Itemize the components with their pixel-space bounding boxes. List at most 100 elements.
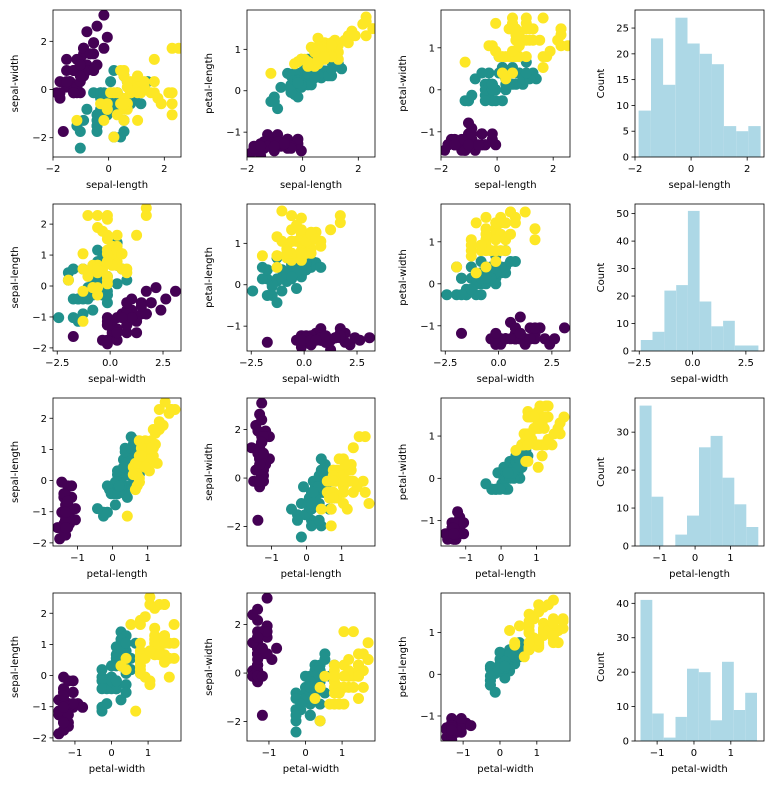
scatter-point-setosa bbox=[456, 327, 467, 339]
y-axis-label: petal-width bbox=[398, 249, 409, 306]
subplot-4-2: −1 0 1 −2 0 2 petal-width sepal-width bbox=[204, 592, 376, 775]
axes-frame bbox=[634, 9, 765, 158]
scatter-point-virginica bbox=[92, 222, 104, 233]
scatter-point-virginica bbox=[337, 486, 349, 498]
scatter-point-virginica bbox=[108, 131, 120, 143]
y-tick-label: −2 bbox=[32, 343, 47, 354]
y-tick-label: 0 bbox=[429, 670, 435, 681]
scatter-point-setosa bbox=[261, 593, 273, 604]
scatter-point-setosa bbox=[111, 327, 123, 339]
scatter-point-versicolor bbox=[92, 503, 103, 515]
histogram-bar bbox=[723, 126, 737, 157]
scatter-point-virginica bbox=[299, 53, 311, 65]
y-tick-label: 2 bbox=[41, 414, 47, 425]
scatter-point-virginica bbox=[465, 239, 477, 251]
scatter-point-virginica bbox=[347, 486, 359, 498]
scatter-point-virginica bbox=[309, 693, 321, 704]
histogram-bar bbox=[640, 340, 653, 351]
scatter-point-setosa bbox=[66, 480, 78, 492]
y-tick-label: 0 bbox=[429, 474, 435, 485]
y-axis-label: sepal-length bbox=[10, 246, 21, 308]
scatter-point-virginica bbox=[547, 630, 559, 641]
scatter-point-setosa bbox=[74, 59, 86, 71]
scatter-point-versicolor bbox=[290, 726, 302, 738]
scatter-point-virginica bbox=[522, 455, 534, 467]
scatter-point-virginica bbox=[542, 400, 554, 412]
scatter-point-virginica bbox=[134, 667, 146, 679]
scatter-point-virginica bbox=[343, 654, 355, 665]
scatter-point-versicolor bbox=[292, 514, 303, 526]
scatter-point-setosa bbox=[465, 720, 477, 732]
scatter-point-versicolor bbox=[261, 264, 273, 276]
scatter-point-virginica bbox=[319, 670, 331, 682]
scatter-point-virginica bbox=[557, 613, 569, 625]
scatter-point-setosa bbox=[295, 334, 307, 346]
scatter-point-virginica bbox=[77, 248, 89, 260]
scatter-point-virginica bbox=[125, 619, 137, 630]
y-tick-label: 1 bbox=[429, 432, 435, 443]
scatter-point-setosa bbox=[74, 70, 86, 82]
scatter-point-virginica bbox=[480, 223, 492, 235]
scatter-point-setosa bbox=[170, 285, 181, 297]
subplot-2-1: −2.5 0.0 2.5 −2 −1 0 1 2 sepal-width sepal-length bbox=[10, 203, 182, 385]
scatter-point-virginica bbox=[121, 510, 133, 522]
axes-frame bbox=[52, 9, 182, 158]
scatter-point-virginica bbox=[168, 637, 180, 649]
scatter-point-virginica bbox=[286, 210, 298, 222]
scatter-point-setosa bbox=[60, 522, 72, 534]
y-tick-label: 0 bbox=[235, 669, 241, 680]
scatter-point-versicolor bbox=[120, 637, 132, 649]
scatter-point-virginica bbox=[562, 40, 570, 52]
plot-area bbox=[441, 400, 570, 545]
scatter-point-virginica bbox=[327, 475, 339, 487]
x-tick-label: 0.0 bbox=[296, 358, 312, 369]
scatter-point-versicolor bbox=[118, 461, 129, 473]
scatter-point-virginica bbox=[505, 228, 516, 240]
scatter-point-virginica bbox=[271, 261, 283, 273]
x-axis-label: petal-length bbox=[669, 569, 730, 580]
y-tick-label: 0 bbox=[429, 85, 435, 96]
scatter-point-virginica bbox=[490, 256, 502, 267]
scatter-point-setosa bbox=[57, 126, 69, 137]
y-axis-label: Count bbox=[596, 263, 607, 293]
histogram-bar bbox=[699, 301, 712, 351]
x-tick-label: −2 bbox=[46, 164, 61, 175]
y-tick-label: 0 bbox=[235, 86, 241, 97]
y-tick-label: −1 bbox=[32, 702, 47, 713]
scatter-point-virginica bbox=[353, 659, 364, 671]
histogram-bar bbox=[687, 210, 700, 351]
x-tick-label: −2.5 bbox=[45, 358, 69, 369]
scatter-point-setosa bbox=[160, 293, 172, 305]
y-tick-label: 1 bbox=[429, 628, 435, 639]
scatter-point-versicolor bbox=[101, 698, 113, 710]
scatter-point-virginica bbox=[520, 12, 532, 24]
histogram-bar bbox=[723, 320, 735, 351]
scatter-point-virginica bbox=[480, 211, 492, 223]
scatter-point-virginica bbox=[295, 247, 307, 259]
scatter-point-virginica bbox=[503, 23, 515, 35]
y-axis-label: sepal-width bbox=[204, 443, 215, 501]
scatter-point-setosa bbox=[135, 300, 147, 312]
y-tick-label: 2 bbox=[41, 609, 47, 620]
scatter-point-versicolor bbox=[272, 103, 284, 115]
scatter-point-setosa bbox=[84, 48, 96, 60]
x-tick-label: 0 bbox=[688, 164, 694, 175]
scatter-point-setosa bbox=[88, 37, 100, 49]
x-tick-label: −1 bbox=[650, 748, 665, 759]
scatter-point-setosa bbox=[155, 304, 167, 316]
scatter-point-setosa bbox=[463, 117, 474, 129]
x-tick-label: 1 bbox=[533, 553, 539, 564]
histogram-bar bbox=[651, 496, 664, 546]
scatter-point-versicolor bbox=[502, 467, 514, 479]
scatter-point-setosa bbox=[514, 311, 526, 323]
scatter-point-virginica bbox=[159, 637, 170, 649]
scatter-point-virginica bbox=[353, 648, 364, 660]
x-axis-label: petal-length bbox=[475, 569, 536, 580]
scatter-point-virginica bbox=[144, 593, 156, 603]
scatter-point-virginica bbox=[135, 450, 147, 462]
histogram-bar bbox=[652, 713, 664, 741]
scatter-point-versicolor bbox=[271, 297, 283, 309]
scatter-point-virginica bbox=[77, 263, 89, 275]
scatter-point-setosa bbox=[150, 282, 162, 294]
histogram-bar bbox=[699, 447, 711, 546]
